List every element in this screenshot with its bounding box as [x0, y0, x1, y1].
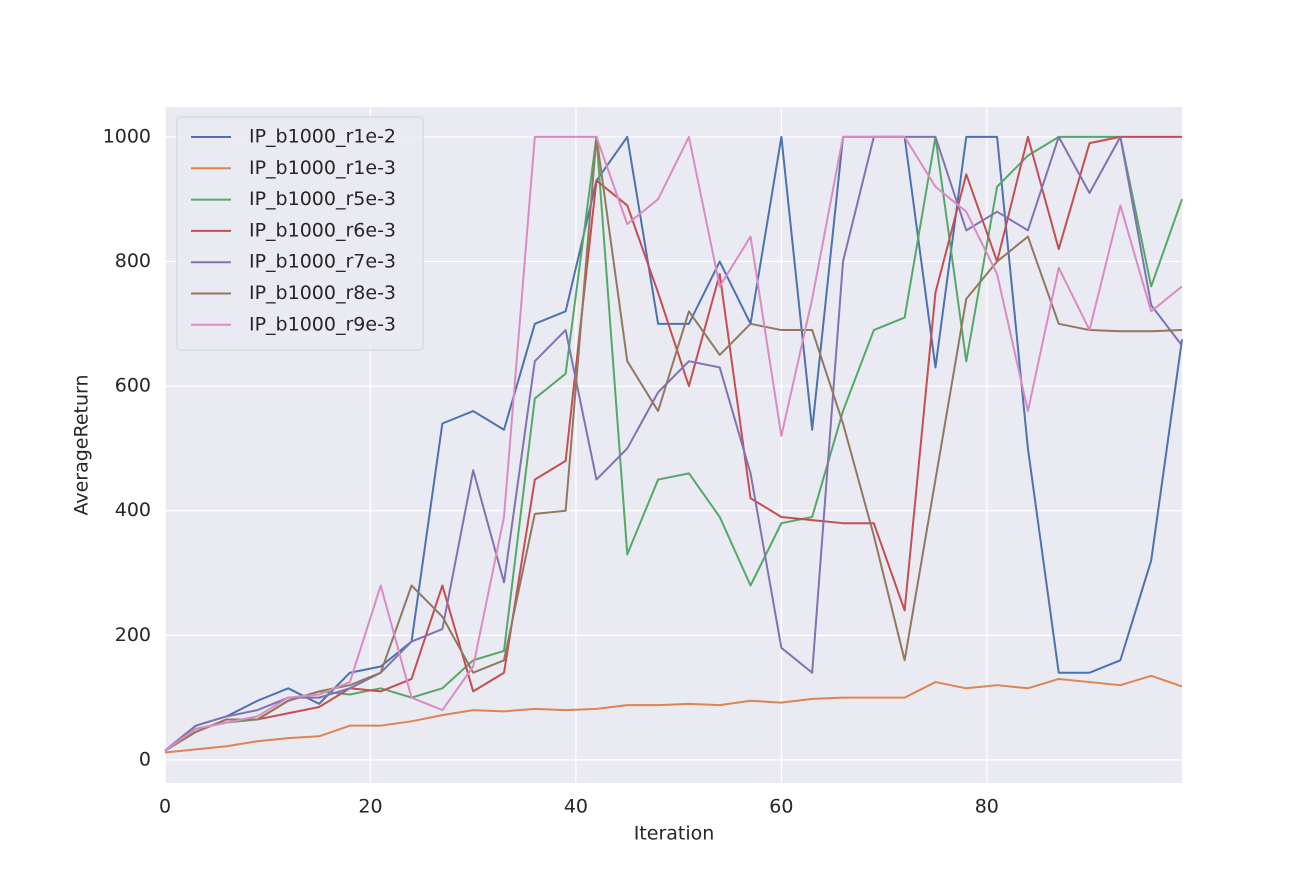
y-axis-label: AverageReturn [71, 374, 93, 515]
x-axis-label: Iteration [634, 823, 715, 845]
y-tick-label: 800 [115, 250, 151, 272]
legend-label: IP_b1000_r7e-3 [249, 251, 396, 273]
legend-label: IP_b1000_r6e-3 [249, 219, 396, 241]
legend-label: IP_b1000_r5e-3 [249, 188, 396, 210]
series-line [164, 135, 1183, 752]
y-tick-label: 1000 [103, 125, 151, 147]
y-tick-label: 600 [115, 375, 151, 397]
series-line [164, 135, 1183, 752]
legend-label: IP_b1000_r1e-2 [249, 126, 396, 148]
series-line [164, 135, 1182, 752]
x-tick-label: 0 [159, 796, 171, 818]
x-tick-label: 80 [975, 796, 999, 818]
legend-label: IP_b1000_r1e-3 [249, 157, 396, 179]
legend-label: IP_b1000_r9e-3 [249, 313, 396, 335]
legend-box [176, 116, 424, 351]
x-tick-label: 40 [564, 796, 588, 818]
y-tick-label: 200 [115, 624, 151, 646]
series-line [164, 674, 1183, 754]
x-tick-label: 60 [769, 796, 793, 818]
legend-label: IP_b1000_r8e-3 [249, 282, 396, 304]
y-tick-label: 400 [115, 499, 151, 521]
y-tick-label: 0 [139, 748, 151, 770]
x-tick-label: 20 [358, 796, 382, 818]
